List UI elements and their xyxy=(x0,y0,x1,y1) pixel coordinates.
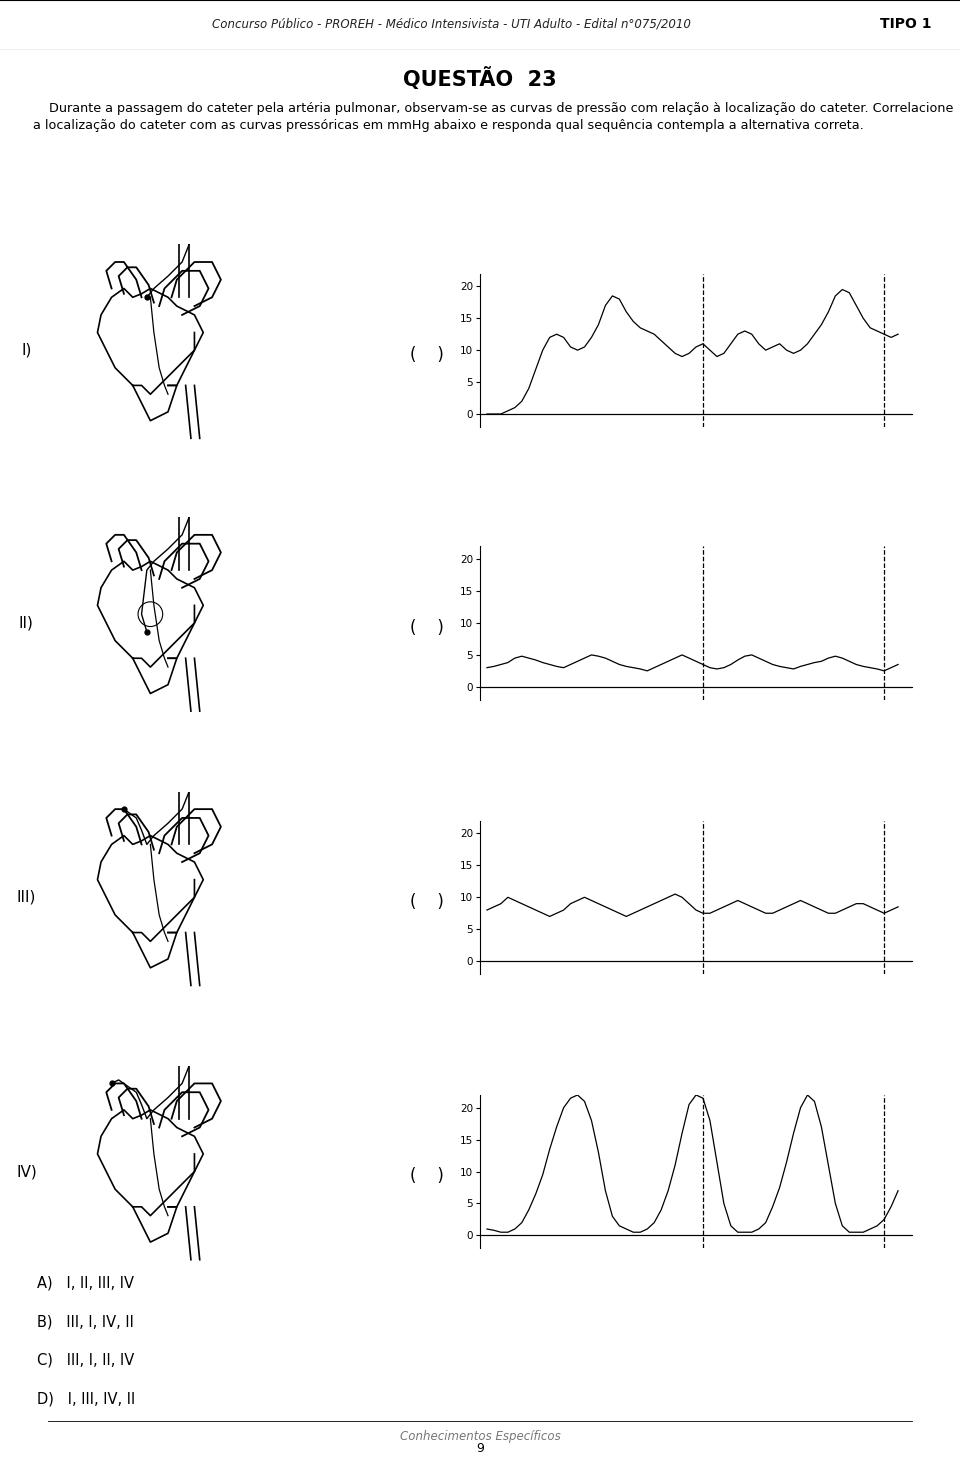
Text: QUESTÃO  23: QUESTÃO 23 xyxy=(403,67,557,90)
Text: Concurso Público - PROREH - Médico Intensivista - UTI Adulto - Edital n°075/2010: Concurso Público - PROREH - Médico Inten… xyxy=(212,18,690,31)
Text: (    ): ( ) xyxy=(410,619,444,636)
Text: B)   III, I, IV, II: B) III, I, IV, II xyxy=(37,1315,134,1329)
Text: D)   I, III, IV, II: D) I, III, IV, II xyxy=(37,1392,135,1406)
Text: Conhecimentos Específicos: Conhecimentos Específicos xyxy=(399,1430,561,1443)
Text: TIPO 1: TIPO 1 xyxy=(879,18,931,31)
Text: (    ): ( ) xyxy=(410,1167,444,1185)
Text: II): II) xyxy=(19,616,34,630)
Text: 9: 9 xyxy=(476,1441,484,1455)
Text: I): I) xyxy=(21,343,32,357)
Text: (    ): ( ) xyxy=(410,893,444,910)
Text: (    ): ( ) xyxy=(410,346,444,363)
Text: Durante a passagem do cateter pela artéria pulmonar, observam-se as curvas de pr: Durante a passagem do cateter pela artér… xyxy=(33,102,953,133)
Text: C)   III, I, II, IV: C) III, I, II, IV xyxy=(37,1352,134,1367)
Text: A)   I, II, III, IV: A) I, II, III, IV xyxy=(37,1275,134,1290)
Text: IV): IV) xyxy=(16,1164,36,1179)
Text: III): III) xyxy=(16,890,36,905)
